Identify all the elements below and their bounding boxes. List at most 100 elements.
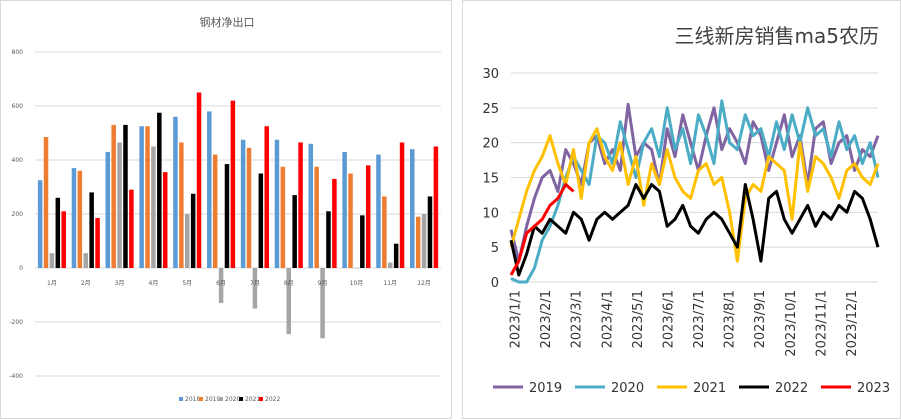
x-tick-label: 10月 [350,280,364,287]
bar [376,154,381,268]
bar [179,142,184,268]
bar [393,243,399,268]
bar [139,126,144,268]
x-tick-label: 7月 [250,280,260,287]
right-chart-panel: 三线新房销售ma5农历 30 25 20 15 10 5 0 2023/1/1 2023/2/1… [462,0,901,419]
bar [292,195,297,268]
series-line [509,127,880,263]
x-tick-label: 2023/4/1 [600,290,615,348]
bar [399,142,405,268]
bar [218,268,224,304]
y-tick-label: 200 [12,211,24,218]
legend-swatch [199,397,203,401]
chart-title: 钢材净出口 [200,15,255,29]
x-tick-label: 4月 [149,280,159,287]
x-tick-label: 2023/1/1 [509,290,524,348]
bar [342,151,347,268]
bar [354,268,359,269]
bar [207,111,212,269]
bar [129,189,134,268]
legend-swatch [239,397,243,401]
legend-label: 2019 [205,396,220,403]
bar [240,139,246,268]
y-tick-label: -200 [9,319,23,326]
bar [314,166,319,268]
x-tick-label: 6月 [216,280,226,287]
bar [71,168,77,268]
y-tick-label: -400 [9,373,23,380]
x-tick-label: 2023/6/1 [661,290,676,348]
net-steel-exports-chart: 钢材净出口 800 600 400 200 0 -200 -400 1月 2月 3月 4月 5月 6月 7… [9,15,441,403]
bar [224,164,230,268]
bar [274,139,280,268]
y-tick-label: 800 [12,49,24,56]
x-tick-label: 2月 [81,280,91,287]
x-tick-label: 3月 [115,280,125,287]
bar [212,154,218,268]
bar [258,173,264,268]
bar [117,142,122,268]
bar [308,143,314,268]
legend-label: 2019 [529,381,562,396]
bar [348,173,353,268]
y-tick-label: 400 [12,157,24,164]
bar [427,196,433,268]
bar [162,172,168,268]
bar [320,268,325,339]
x-tick-label: 8月 [284,280,294,287]
x-tick-label: 1月 [47,280,57,287]
legend-label: 2023 [857,381,890,396]
bar [360,215,365,268]
bar [43,137,49,268]
bar [55,197,61,268]
y-tick-label: 25 [482,102,499,117]
bar [151,146,156,268]
legend-swatch [179,397,183,401]
series-line [509,183,575,276]
bar [246,147,252,268]
legend-label: 2020 [611,381,644,396]
bar [123,124,128,269]
x-tick-label: 5月 [182,280,192,287]
bar [77,170,83,268]
x-tick-label: 2023/10/1 [784,290,799,357]
series-line [510,99,880,284]
bar [252,268,258,309]
bar [105,151,111,268]
bar [280,166,286,268]
legend-label: 2021 [245,396,260,403]
bar [190,193,196,268]
legend-label: 2018 [185,396,200,403]
bar [49,253,55,268]
bar [61,211,66,268]
left-chart-panel: 钢材净出口 800 600 400 200 0 -200 -400 1月 2月 3月 4月 5月 6月 7… [0,0,452,419]
bar [264,126,269,268]
legend-swatch [259,397,263,401]
x-tick-label: 2023/3/1 [570,290,585,348]
y-tick-label: 600 [12,103,24,110]
legend-label: 2021 [693,381,726,396]
chart-title: 三线新房销售ma5农历 [675,24,879,48]
x-tick-label: 2023/11/1 [814,290,829,357]
bar [410,149,415,268]
bar [388,262,393,268]
y-tick-label: 5 [491,241,499,256]
x-tick-label: 2023/8/1 [723,290,738,348]
bar [89,192,94,268]
y-tick-label: 10 [482,206,499,221]
legend-label: 2022 [775,381,808,396]
panel-divider [455,0,459,419]
bar [185,214,190,268]
bar [286,268,291,335]
x-tick-label: 2023/5/1 [631,290,646,348]
series-line [509,183,880,277]
bar [83,253,88,268]
x-tick-label: 2023/9/1 [753,290,768,348]
bar [230,100,236,268]
x-tick-label: 9月 [318,280,328,287]
y-tick-label: 0 [491,276,499,291]
legend-label: 2022 [265,396,280,403]
bar [382,196,387,268]
bar [421,214,427,268]
bar [415,216,421,268]
